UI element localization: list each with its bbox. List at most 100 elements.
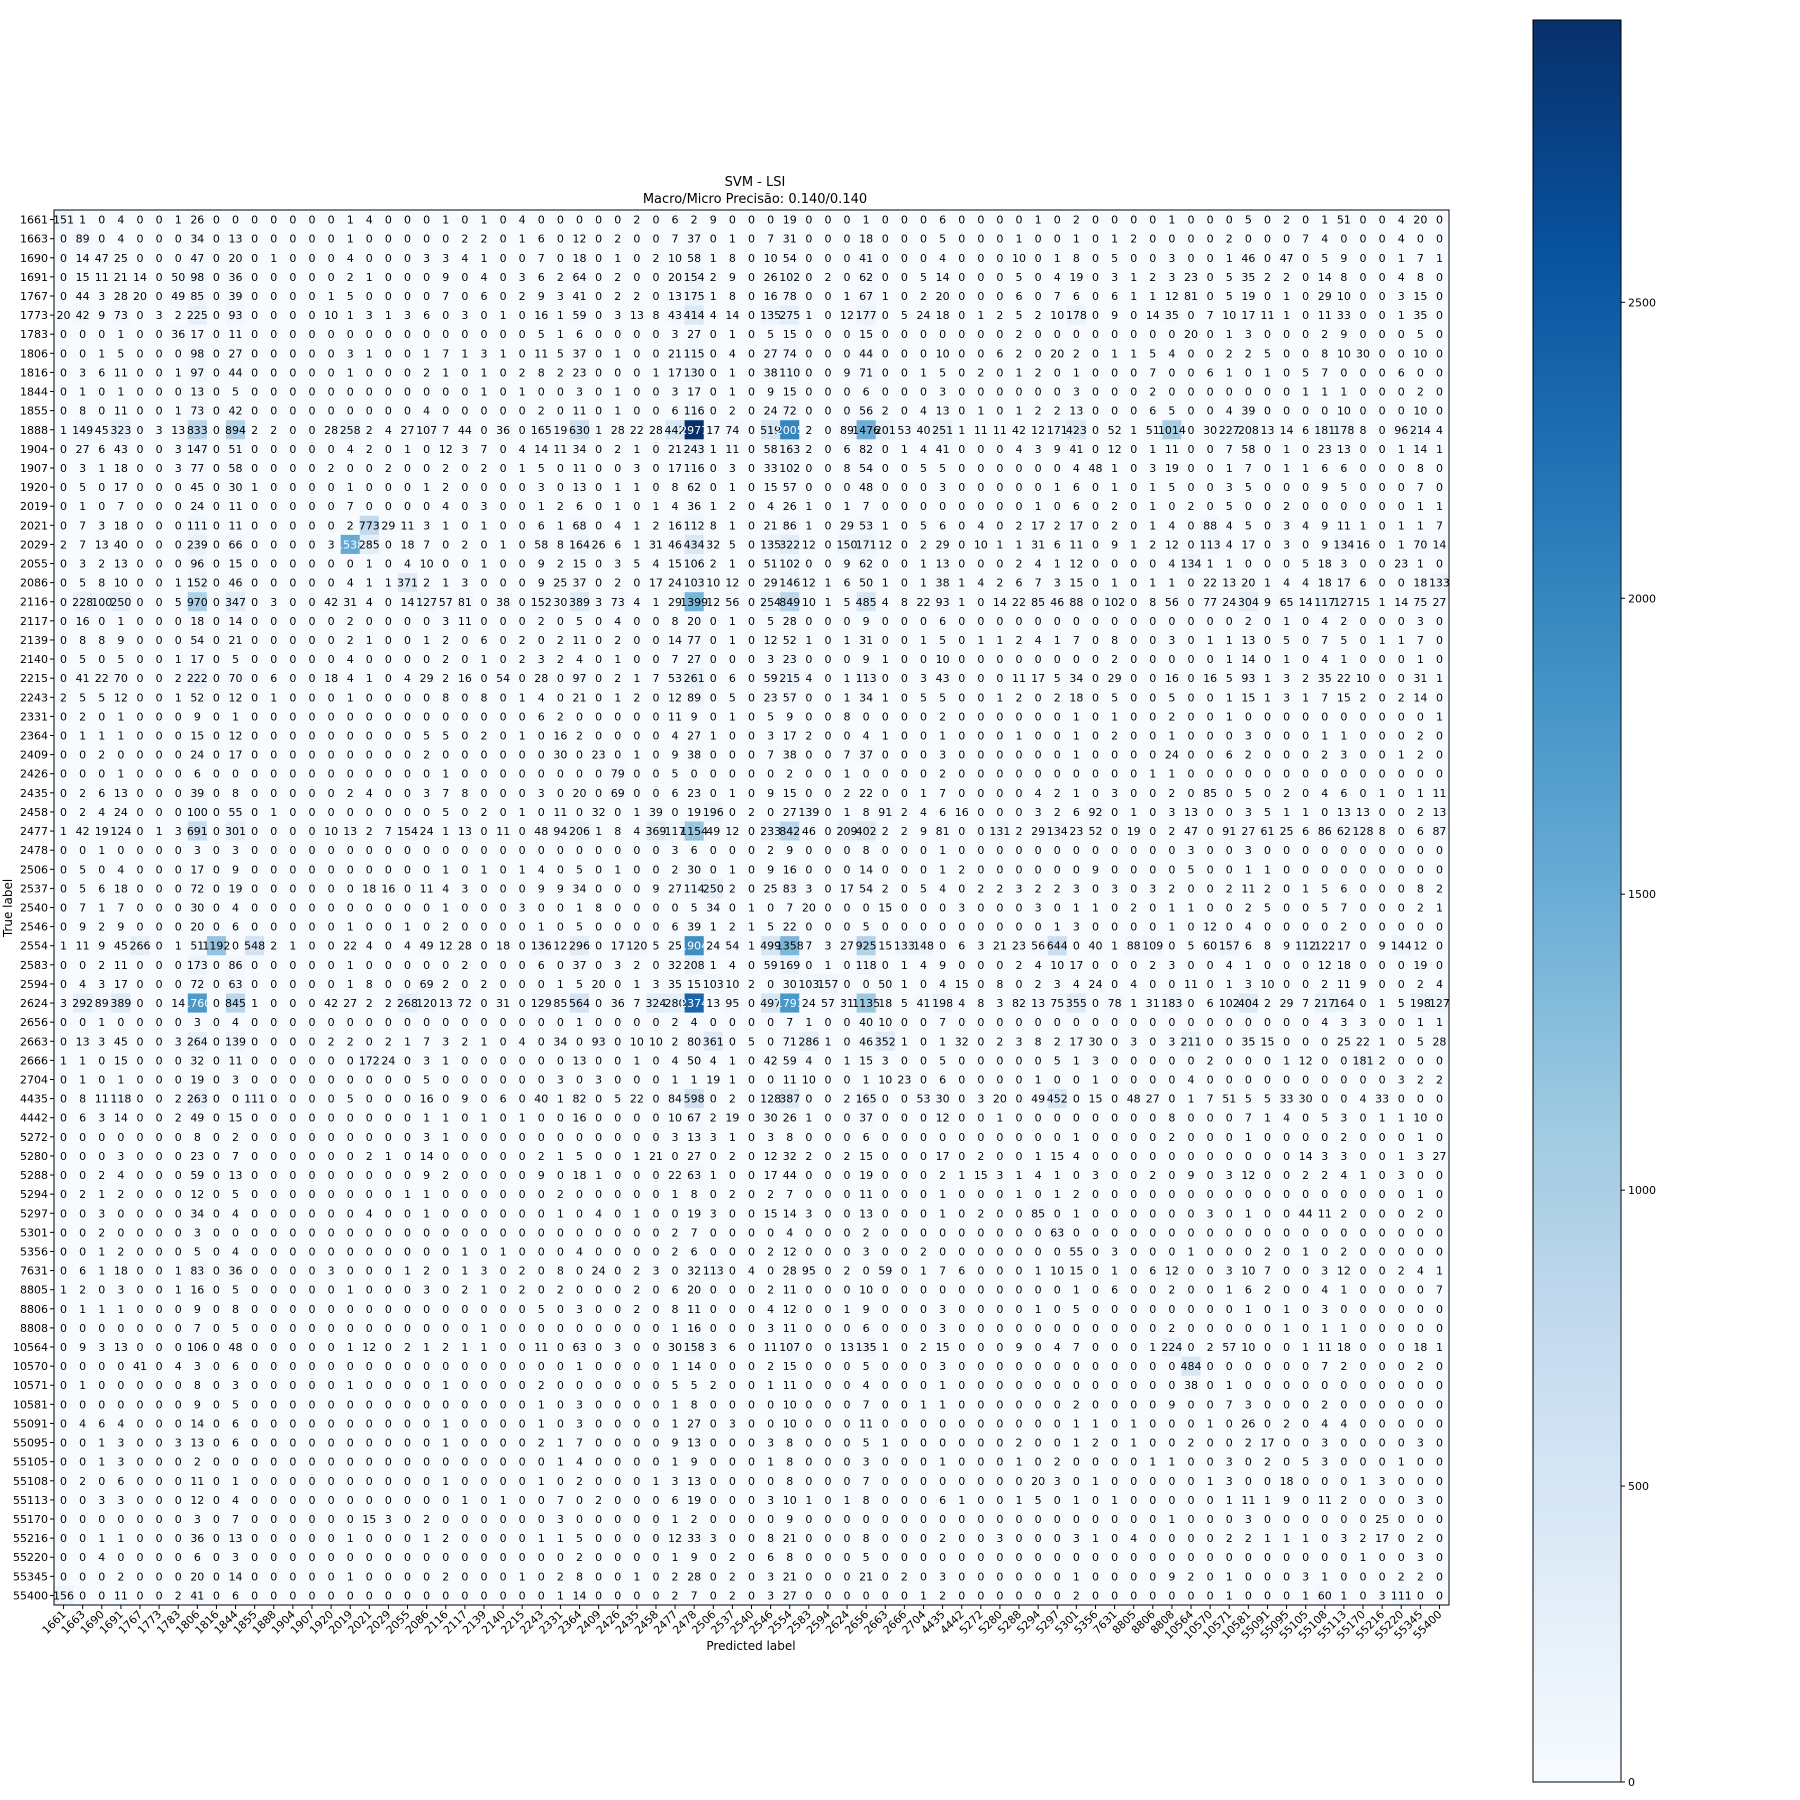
heatmap-cell (73, 229, 93, 249)
heatmap-cell (149, 210, 169, 230)
heatmap-cell (1391, 286, 1412, 306)
heatmap-cell (627, 305, 647, 325)
heatmap-cell (894, 210, 915, 230)
heatmap-cell (875, 210, 896, 230)
heatmap-cell (493, 305, 513, 325)
heatmap-cell (1238, 286, 1259, 306)
heatmap-cell (340, 267, 361, 287)
heatmap-cell (646, 305, 666, 325)
heatmap-cell (168, 248, 189, 268)
heatmap-cell (665, 286, 685, 306)
heatmap-cell (92, 305, 112, 325)
heatmap-cell (608, 210, 628, 230)
heatmap-cell (92, 229, 112, 249)
heatmap-cell (474, 248, 494, 268)
heatmap-cell (1296, 229, 1316, 249)
heatmap-cell (1238, 248, 1259, 268)
heatmap-cell (627, 286, 647, 306)
heatmap-cell (436, 210, 456, 230)
heatmap-cell (589, 229, 609, 249)
heatmap-cell (1066, 286, 1087, 306)
heatmap-cell (54, 248, 74, 268)
heatmap-cell (1277, 210, 1297, 230)
heatmap-cell (646, 210, 666, 230)
heatmap-cell (837, 267, 857, 287)
heatmap-cell (436, 229, 456, 249)
heatmap-cell (149, 267, 169, 287)
heatmap-cell (818, 229, 838, 249)
heatmap-cell (1257, 248, 1278, 268)
heatmap-cell (818, 267, 838, 287)
heatmap-cell (780, 210, 800, 230)
heatmap-cell (952, 286, 972, 306)
heatmap-cell (474, 267, 494, 287)
heatmap-cell (187, 248, 208, 268)
heatmap-cell (455, 248, 475, 268)
heatmap-cell (168, 286, 189, 306)
heatmap-cell (531, 210, 552, 230)
heatmap-cell (1410, 267, 1431, 287)
heatmap-cell (1219, 210, 1240, 230)
heatmap-cell (206, 286, 227, 306)
heatmap-cell (1162, 229, 1182, 249)
heatmap-cell (665, 305, 685, 325)
heatmap-cell (474, 229, 494, 249)
heatmap-cell (1181, 286, 1201, 306)
heatmap-cell (283, 229, 303, 249)
heatmap-cell (569, 229, 590, 249)
heatmap-cell (168, 229, 189, 249)
heatmap-cell (397, 210, 418, 230)
heatmap-cell (130, 248, 150, 268)
heatmap-cell (627, 248, 647, 268)
heatmap-cell (340, 210, 361, 230)
heatmap-cell (474, 305, 494, 325)
heatmap-cell (1372, 267, 1392, 287)
heatmap-cell (1028, 210, 1048, 230)
heatmap-cell (1124, 229, 1144, 249)
heatmap-cell (1429, 210, 1450, 230)
heatmap-cell (302, 286, 322, 306)
heatmap-cell (665, 267, 685, 287)
heatmap-cell (1277, 267, 1297, 287)
heatmap-cell (1009, 267, 1029, 287)
heatmap-cell (665, 248, 685, 268)
heatmap-cell (1085, 210, 1106, 230)
heatmap-cell (608, 229, 628, 249)
heatmap-cell (550, 305, 571, 325)
heatmap-cell (1028, 286, 1048, 306)
heatmap-cell (741, 229, 762, 249)
heatmap-cell (780, 229, 800, 249)
heatmap-cell (1410, 210, 1431, 230)
heatmap-cell (531, 305, 552, 325)
heatmap-cell (1066, 248, 1087, 268)
heatmap-cell (378, 305, 399, 325)
heatmap-cell (799, 286, 819, 306)
heatmap-cell (1181, 248, 1201, 268)
heatmap-cell (761, 267, 781, 287)
heatmap-cell (283, 286, 303, 306)
heatmap-cell (1372, 210, 1392, 230)
heatmap-cell (1315, 248, 1335, 268)
heatmap-cell (54, 267, 74, 287)
chart-subtitle: Macro/Micro Precisão: 0.140/0.140 (643, 192, 867, 207)
heatmap-cell (952, 229, 972, 249)
heatmap-cell (1410, 248, 1431, 268)
heatmap-cell (550, 229, 571, 249)
heatmap-cell (359, 305, 380, 325)
heatmap-cell (1315, 267, 1335, 287)
heatmap-cell (1124, 286, 1144, 306)
heatmap-cell (665, 210, 685, 230)
heatmap-cell (761, 248, 781, 268)
heatmap-cell (264, 210, 284, 230)
heatmap-cell (646, 267, 666, 287)
heatmap-cell (1238, 267, 1259, 287)
heatmap-cell (799, 210, 819, 230)
heatmap-cell (1143, 267, 1163, 287)
heatmap-cell (1200, 210, 1220, 230)
heatmap-cell (168, 210, 189, 230)
heatmap-cell (589, 286, 609, 306)
heatmap-cell (608, 305, 628, 325)
heatmap-cell (550, 267, 571, 287)
heatmap-cell (340, 229, 361, 249)
heatmap-cell (206, 210, 227, 230)
